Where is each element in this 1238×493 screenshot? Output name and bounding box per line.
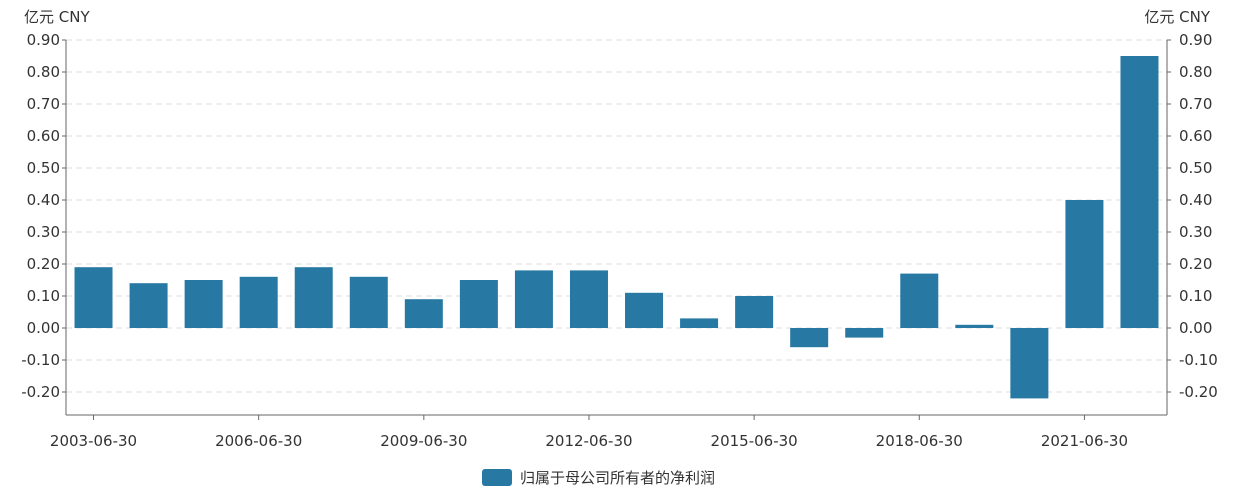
bar-2018-06-30[interactable]: [900, 273, 939, 328]
y-tick-label-right: 0.70: [1179, 95, 1212, 113]
right-unit-label: 亿元 CNY: [1144, 8, 1210, 26]
x-tick-label: 2012-06-30: [545, 432, 632, 450]
y-tick-label-right: -0.10: [1179, 351, 1218, 369]
bar-2004-06-30[interactable]: [129, 283, 168, 328]
y-tick-label-left: -0.10: [21, 351, 60, 369]
x-tick-label: 2018-06-30: [876, 432, 963, 450]
y-tick-label-left: 0.80: [27, 63, 60, 81]
y-tick-label-right: 0.60: [1179, 127, 1212, 145]
bar-2019-06-30[interactable]: [955, 324, 994, 328]
y-tick-label-right: -0.20: [1179, 383, 1218, 401]
y-tick-label-right: 0.50: [1179, 159, 1212, 177]
bar-2015-06-30[interactable]: [735, 296, 774, 328]
x-tick-label: 2003-06-30: [50, 432, 137, 450]
y-tick-label-left: 0.10: [27, 287, 60, 305]
bar-2021-06-30[interactable]: [1065, 200, 1104, 328]
x-tick-label: 2006-06-30: [215, 432, 302, 450]
axes: [62, 39, 1171, 416]
bar-2005-06-30[interactable]: [184, 280, 223, 328]
bar-2008-06-30[interactable]: [349, 276, 388, 328]
bar-2016-06-30[interactable]: [790, 328, 829, 348]
y-tick-label-right: 0.80: [1179, 63, 1212, 81]
bars: [74, 56, 1159, 399]
bar-2010-06-30[interactable]: [459, 280, 498, 328]
bar-2011-06-30[interactable]: [514, 270, 553, 328]
x-tick-label: 2009-06-30: [380, 432, 467, 450]
left-y-axis-ticks: 0.90 0.80 0.70 0.60 0.50 0.40 0.30 0.20 0.10 0.00…: [21, 31, 60, 401]
y-tick-label-left: 0.30: [27, 223, 60, 241]
y-tick-label-left: 0.70: [27, 95, 60, 113]
bar-2017-06-30[interactable]: [845, 328, 884, 338]
legend-swatch: [482, 469, 512, 486]
y-tick-label-right: 0.00: [1179, 319, 1212, 337]
y-tick-label-right: 0.10: [1179, 287, 1212, 305]
y-tick-label-left: 0.60: [27, 127, 60, 145]
bar-2006-06-30[interactable]: [239, 276, 278, 328]
y-tick-label-left: 0.50: [27, 159, 60, 177]
y-tick-label-left: 0.00: [27, 319, 60, 337]
bar-2013-06-30[interactable]: [625, 292, 664, 328]
bar-2020-06-30[interactable]: [1010, 328, 1049, 399]
right-y-axis-ticks: 0.90 0.80 0.70 0.60 0.50 0.40 0.30 0.20 0.10 0.00…: [1179, 31, 1218, 401]
y-tick-label-left: 0.90: [27, 31, 60, 49]
x-tick-label: 2021-06-30: [1041, 432, 1128, 450]
x-axis-ticks: 2003-06-30 2006-06-30 2009-06-30 2012-06-30…: [50, 415, 1128, 450]
x-tick-label: 2015-06-30: [711, 432, 798, 450]
gridlines: [66, 39, 1167, 393]
y-tick-label-left: -0.20: [21, 383, 60, 401]
bar-2012-06-30[interactable]: [569, 270, 608, 328]
y-tick-label-left: 0.40: [27, 191, 60, 209]
legend-label: 归属于母公司所有者的净利润: [520, 469, 715, 487]
left-unit-label: 亿元 CNY: [24, 8, 90, 26]
legend[interactable]: 归属于母公司所有者的净利润: [482, 469, 715, 487]
y-tick-label-right: 0.40: [1179, 191, 1212, 209]
bar-2022-06-30[interactable]: [1120, 56, 1159, 328]
bar-2014-06-30[interactable]: [680, 318, 719, 328]
bar-2009-06-30[interactable]: [404, 299, 443, 328]
y-tick-label-right: 0.30: [1179, 223, 1212, 241]
y-tick-label-right: 0.90: [1179, 31, 1212, 49]
bar-2007-06-30[interactable]: [294, 267, 333, 328]
bar-2003-06-30[interactable]: [74, 267, 113, 328]
y-tick-label-left: 0.20: [27, 255, 60, 273]
y-tick-label-right: 0.20: [1179, 255, 1212, 273]
